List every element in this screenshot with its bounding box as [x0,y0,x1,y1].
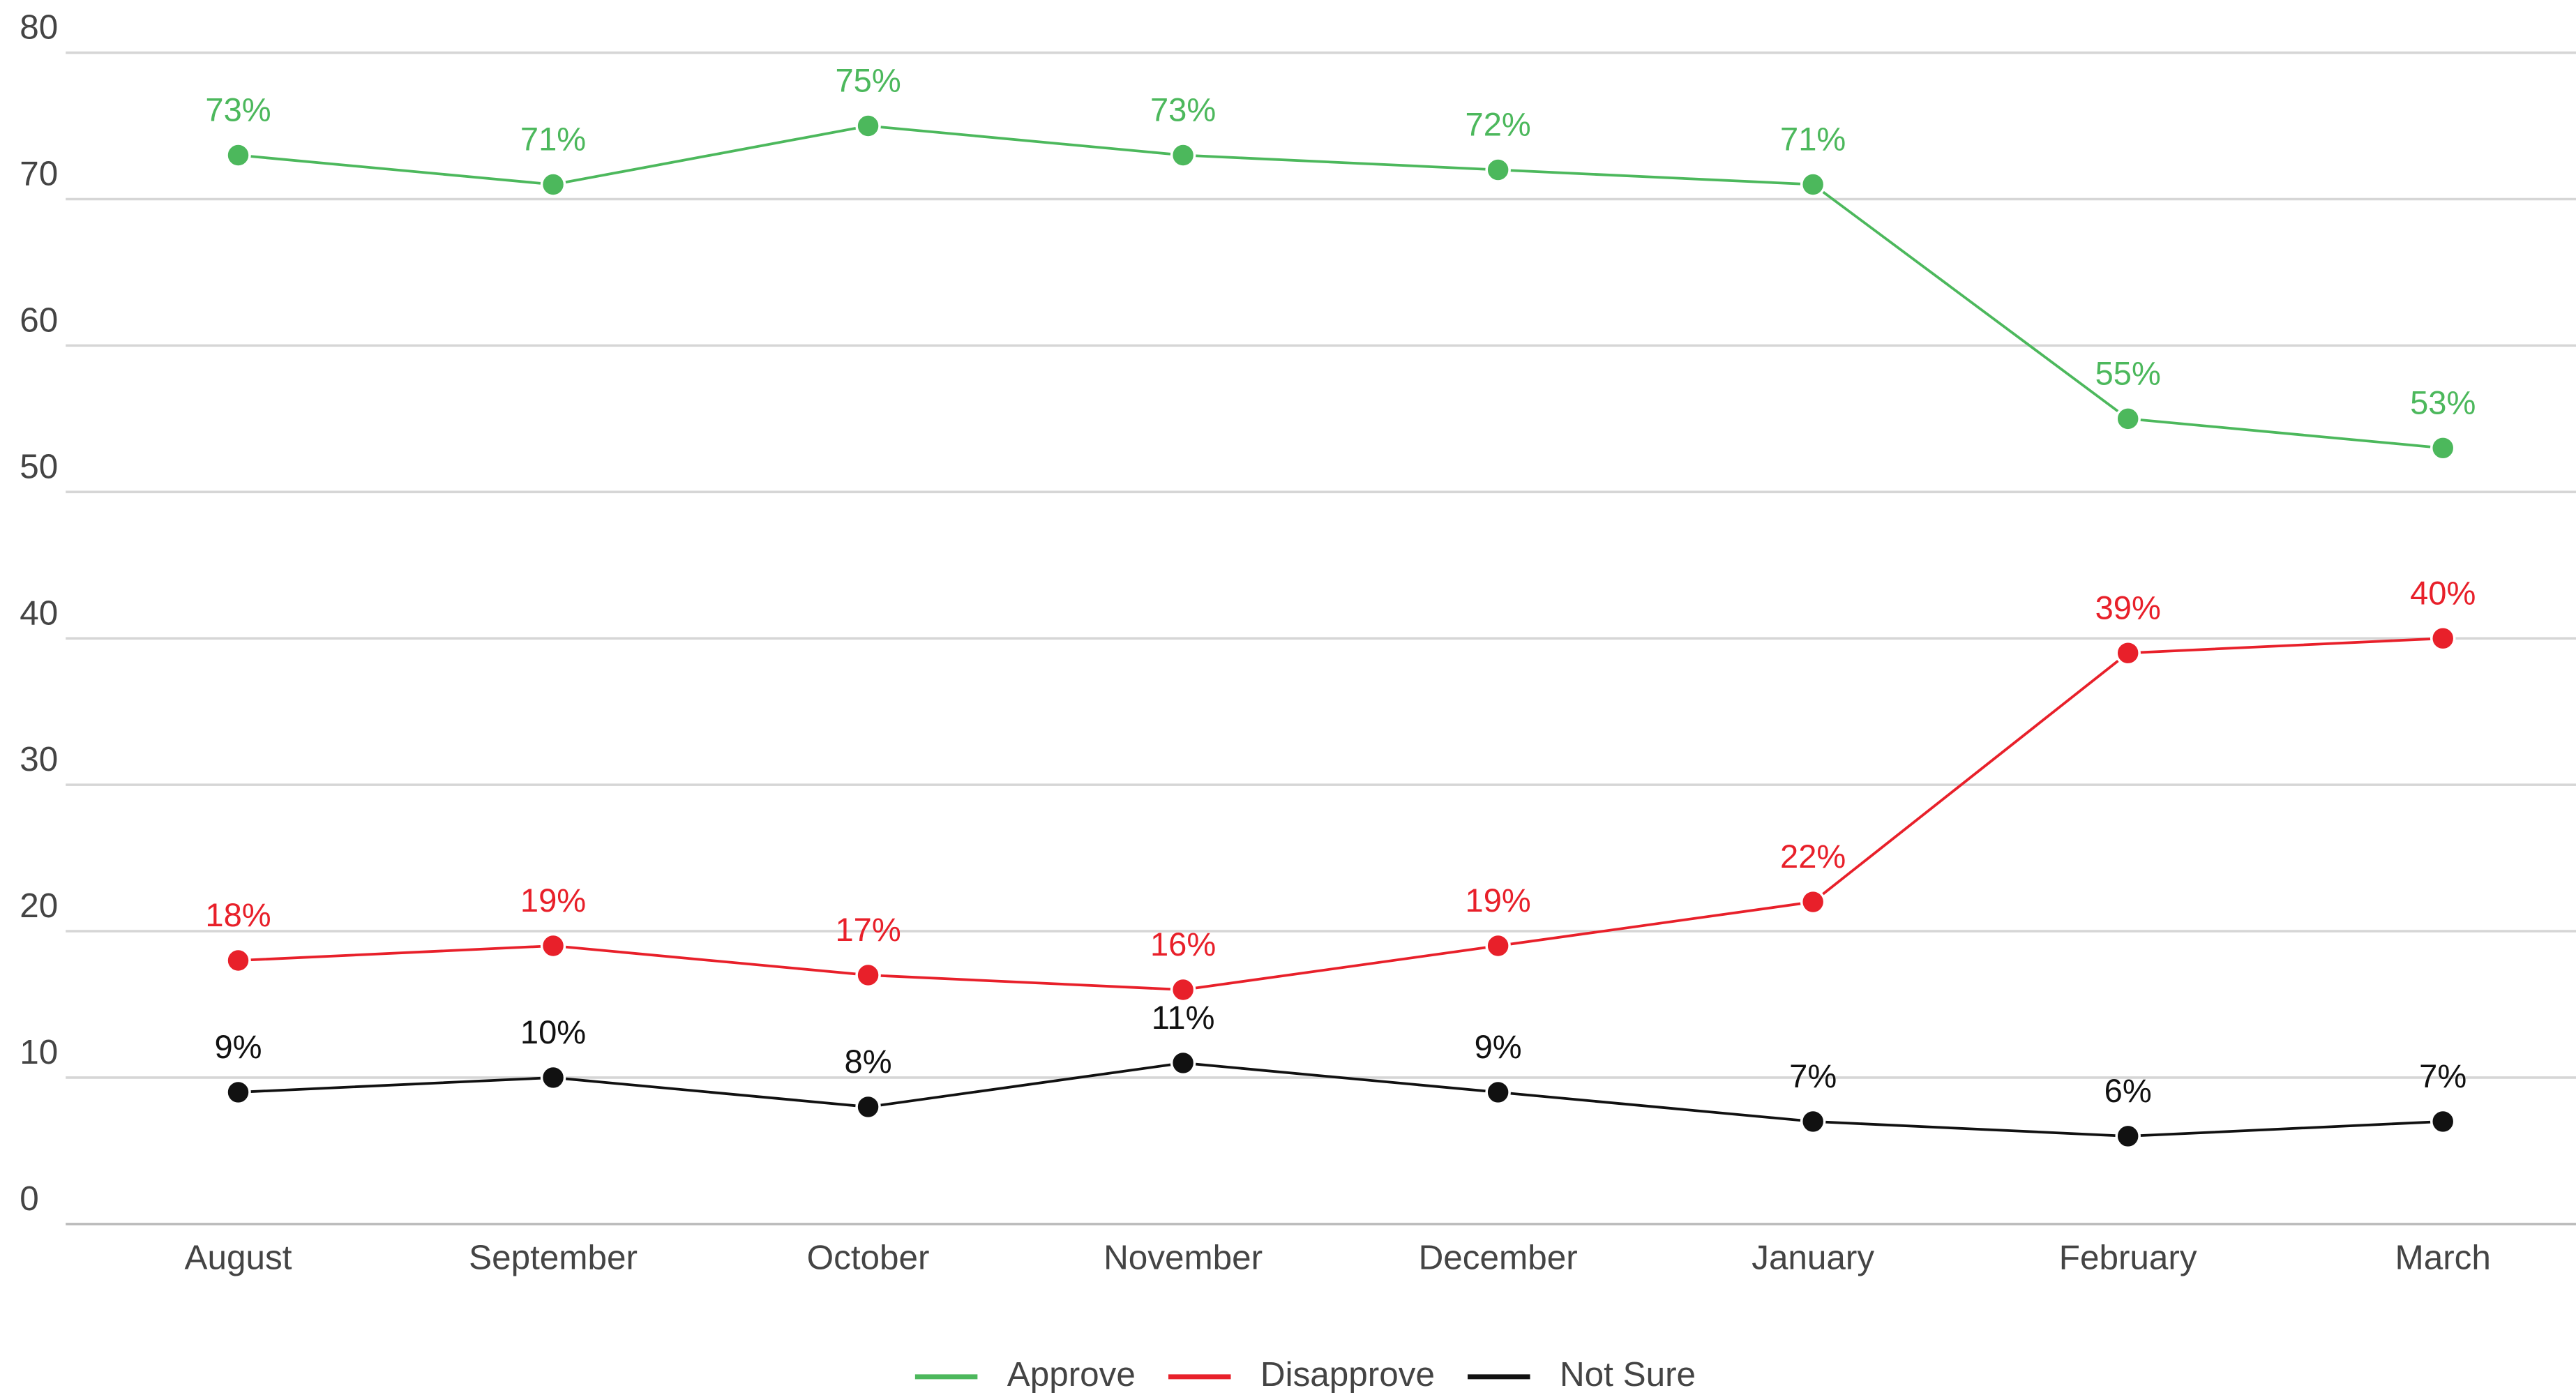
data-label: 75% [835,62,901,99]
data-point [225,142,251,168]
data-label: 10% [520,1013,586,1050]
data-point [225,947,251,974]
data-label: 72% [1466,106,1531,143]
data-point [1170,142,1196,168]
data-label: 9% [1475,1028,1522,1065]
legend-label: Not Sure [1560,1355,1696,1394]
data-point [540,933,566,959]
data-label: 39% [2095,589,2161,626]
data-point [2430,435,2456,461]
x-tick-label: January [1752,1239,1874,1277]
x-tick-label: September [469,1239,638,1277]
x-tick-label: December [1419,1239,1578,1277]
data-label: 73% [205,91,271,128]
data-point [1800,172,1826,197]
data-point [2430,1108,2456,1135]
data-point [1485,1079,1511,1106]
data-label: 11% [1152,999,1215,1036]
y-tick-label: 70 [20,155,58,193]
y-tick-label: 40 [20,594,58,632]
data-label: 19% [520,882,586,919]
series-line [238,1062,2443,1138]
data-label: 16% [1150,926,1216,963]
data-label: 71% [1780,121,1846,158]
y-tick-label: 30 [20,740,58,778]
data-label: 18% [205,896,271,933]
data-point [1170,976,1196,1003]
data-point [540,1064,566,1091]
y-tick-label: 60 [20,301,58,339]
legend-label: Disapprove [1260,1355,1435,1394]
x-tick-label: November [1104,1239,1263,1277]
data-point [1800,1108,1826,1135]
data-label: 6% [2104,1072,2152,1109]
data-point [1170,1050,1196,1076]
y-tick-label: 50 [20,447,58,485]
data-point [855,113,881,139]
data-label: 53% [2410,384,2476,421]
legend-label: Approve [1007,1355,1136,1394]
data-label: 71% [520,121,586,158]
y-tick-label: 20 [20,887,58,925]
data-label: 7% [2419,1057,2466,1094]
data-label: 19% [1466,882,1531,919]
data-point [1485,157,1511,183]
data-point [2115,1123,2141,1149]
x-tick-label: March [2395,1239,2491,1277]
y-tick-label: 80 [20,8,58,47]
x-tick-label: August [185,1239,292,1277]
data-label: 9% [214,1028,262,1065]
data-point [540,172,566,197]
data-point [2115,640,2141,666]
x-tick-label: February [2059,1239,2197,1277]
series-line [238,637,2443,991]
series-line [238,124,2443,450]
data-point [225,1079,251,1106]
data-label: 7% [1789,1057,1837,1094]
data-label: 8% [845,1043,892,1080]
data-point [855,962,881,988]
data-point [2430,625,2456,651]
data-label: 55% [2095,355,2161,392]
data-label: 40% [2410,574,2476,611]
data-point [1485,933,1511,959]
data-point [2115,406,2141,432]
data-label: 73% [1150,91,1216,128]
data-label: 17% [835,911,901,948]
data-point [1800,889,1826,915]
data-label: 22% [1780,838,1846,875]
y-tick-label: 0 [20,1179,38,1218]
data-point [855,1094,881,1120]
x-tick-label: October [807,1239,930,1277]
y-tick-label: 10 [20,1033,58,1071]
